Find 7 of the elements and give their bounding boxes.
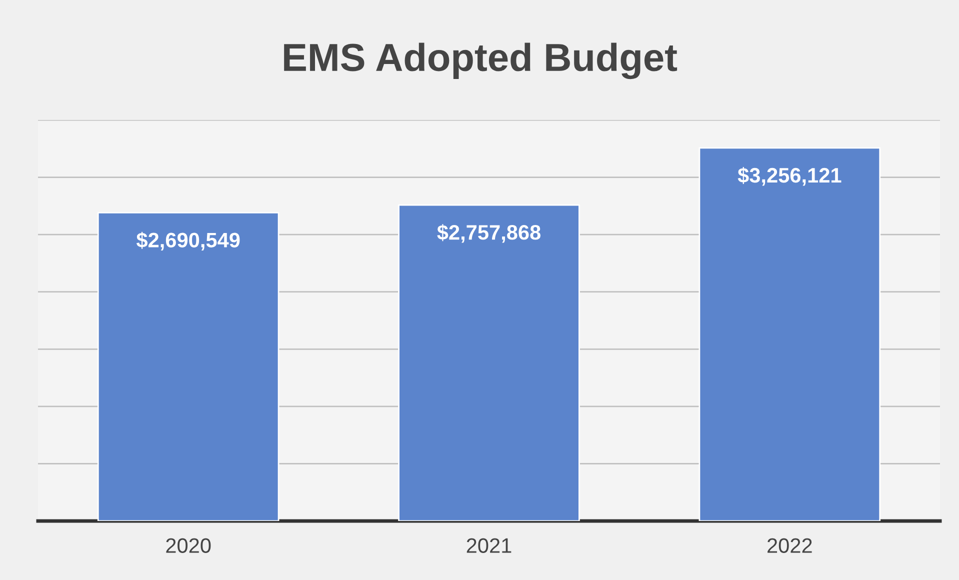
x-tick-label: 2021 bbox=[466, 538, 512, 553]
data-label: $2,690,549 bbox=[136, 232, 240, 251]
data-label: $2,757,868 bbox=[437, 224, 540, 243]
x-tick-label: 2020 bbox=[166, 538, 211, 553]
data-label: $3,256,121 bbox=[738, 167, 842, 186]
x-tick-label: 2022 bbox=[768, 538, 812, 553]
chart-title: EMS Adopted Budget bbox=[284, 42, 678, 80]
